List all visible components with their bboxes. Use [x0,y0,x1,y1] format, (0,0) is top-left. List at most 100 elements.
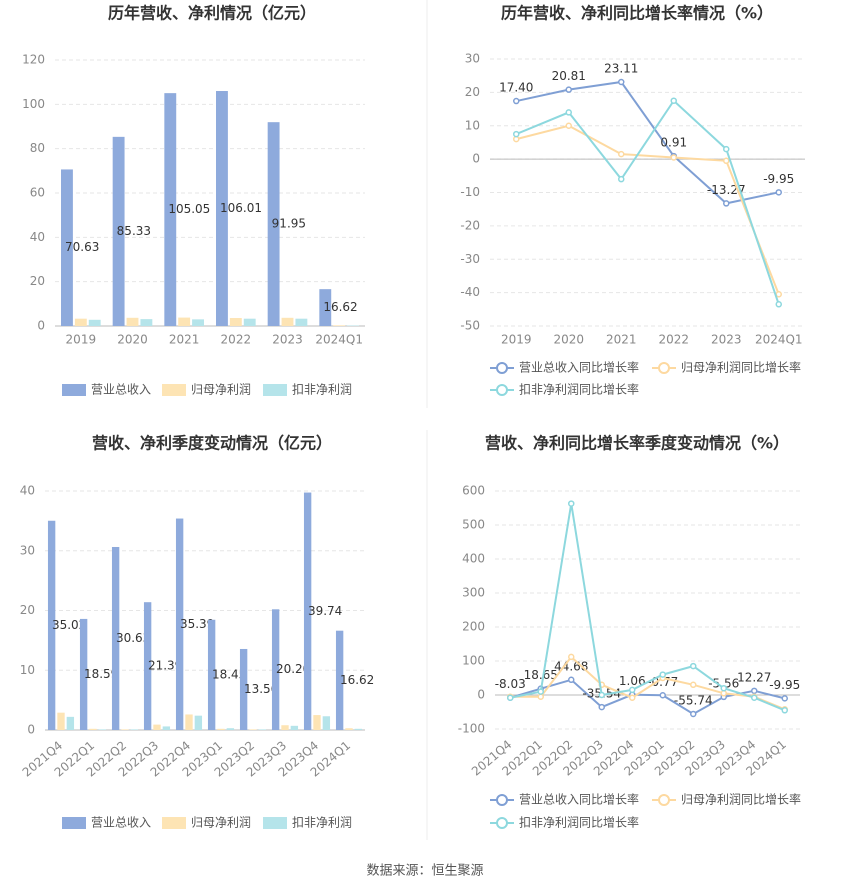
point [513,97,520,105]
legend-label: 扣非净利润 [292,383,352,397]
point [513,135,520,143]
bar [162,726,171,730]
data-label: 17.40 [499,81,533,95]
data-label: 1.06 [619,674,646,688]
data-label: 91.95 [272,217,306,231]
bar [185,714,193,730]
x-tick-label: 2021 [606,333,637,347]
x-tick-label: 2024Q1 [315,333,363,347]
y-tick-label: 300 [462,586,485,600]
x-tick-label: 2019 [501,333,532,347]
y-tick-label: -100 [458,722,485,736]
point [690,662,697,670]
point [629,694,636,701]
point [720,684,727,692]
point [690,681,697,689]
data-label: 35.39 [180,617,214,631]
data-label: -9.95 [763,172,794,186]
point [629,686,636,694]
point [565,122,572,129]
x-tick-label: 2019 [66,333,97,347]
bar [303,492,312,730]
x-tick-label: 2021 [169,333,200,347]
bar [281,317,294,326]
point [598,703,605,711]
bar [194,715,203,730]
bar [121,729,129,730]
bar [267,122,280,327]
bar [112,136,125,326]
y-tick-label: 20 [20,603,35,617]
data-label: -5.56 [708,676,739,690]
chart-title: 历年营收、净利情况（亿元） [108,4,316,23]
bar [130,729,139,730]
point [507,694,514,701]
point [568,653,575,661]
data-label: 105.05 [168,202,210,216]
legend-swatch [62,384,86,396]
x-tick-label: 2023 [711,333,742,347]
line [510,655,786,711]
data-label: 35.02 [52,618,86,632]
legend-label: 归母净利润 [191,383,251,397]
point [565,109,572,116]
point [537,693,544,700]
legend-label: 营业总收入 [91,383,151,397]
bar [217,728,225,730]
data-label: 44.68 [554,659,588,673]
data-label: 0.91 [660,136,687,150]
data-label: -8.03 [495,677,526,691]
line [515,99,780,305]
legend-label: 扣非净利润同比增长率 [519,815,639,830]
bar [79,618,88,730]
legend-swatch [658,794,670,806]
y-tick-label: -50 [460,319,480,333]
y-tick-label: -10 [460,185,480,199]
data-label: 70.63 [65,240,99,254]
point [659,692,666,699]
bar [239,648,248,730]
bar [178,317,191,326]
y-tick-label: 100 [22,97,45,111]
y-tick-label: -40 [460,285,480,299]
point [537,688,544,695]
data-label: 20.20 [276,662,310,676]
bar [98,729,107,730]
bar [153,724,161,730]
source: 数据来源：恒生聚源 [366,864,483,879]
bar [89,728,97,730]
y-tick-label: 40 [30,230,45,244]
bar [258,729,267,730]
bar [111,546,120,730]
legend-swatch [496,817,508,829]
legend-swatch [496,794,508,806]
point [618,150,625,158]
y-tick-label: 40 [20,484,35,498]
point [598,691,605,699]
legend-swatch [263,384,287,396]
bar [74,318,87,326]
point [781,695,788,702]
legend-swatch [496,362,508,374]
y-tick-label: 600 [462,484,485,498]
data-label: 21.39 [148,659,182,673]
point [751,694,758,701]
data-label: 12.27 [737,670,771,684]
point [670,97,677,104]
bar [207,619,216,730]
legend-label: 归母净利润同比增长率 [681,360,801,375]
bar [249,729,257,730]
y-tick-label: 0 [27,723,35,737]
legend-label: 归母净利润 [191,816,251,830]
point [568,676,575,684]
y-tick-label: 0 [472,152,480,166]
y-tick-label: 0 [477,688,485,702]
point [690,710,697,718]
x-tick-label: 2023 [272,333,303,347]
bar [229,318,242,326]
bar [295,318,308,326]
data-label: 18.45 [212,667,246,681]
bar [354,728,363,730]
bar [243,318,256,326]
